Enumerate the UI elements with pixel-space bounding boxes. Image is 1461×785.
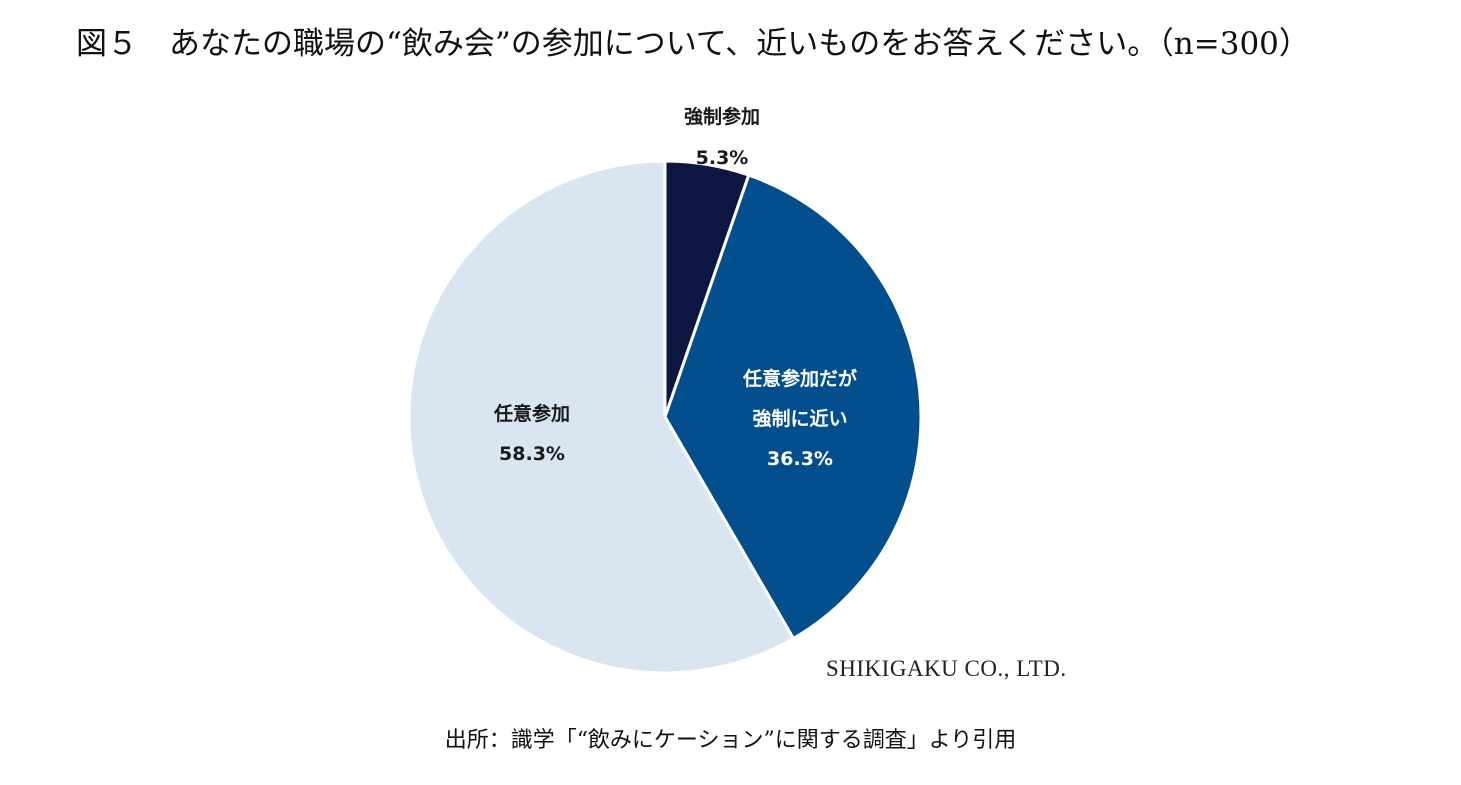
source-note: 出所：識学「“飲みにケーション”に関する調査」より引用 [444,728,1017,753]
chart-credit: SHIKIGAKU CO., LTD. [826,656,1067,681]
slice-category-label-2: 任意参加だが [742,367,857,390]
slice-value-label-2: 36.3% [767,448,833,470]
slice-category-label-2: 強制に近い [752,407,847,430]
slice-value-label-3: 58.3% [499,443,565,465]
slice-category-label-1: 強制参加 [684,105,760,128]
pie-slice-2 [663,173,923,640]
slice-category-label-3: 任意参加 [493,402,570,425]
pie-slice-3 [407,159,795,675]
chart-title: 図５ あなたの職場の“飲み会”の参加について、近いものをお答えください。（n=3… [76,26,1310,62]
pie-slices [407,159,923,675]
slice-value-label-1: 5.3% [696,147,749,169]
